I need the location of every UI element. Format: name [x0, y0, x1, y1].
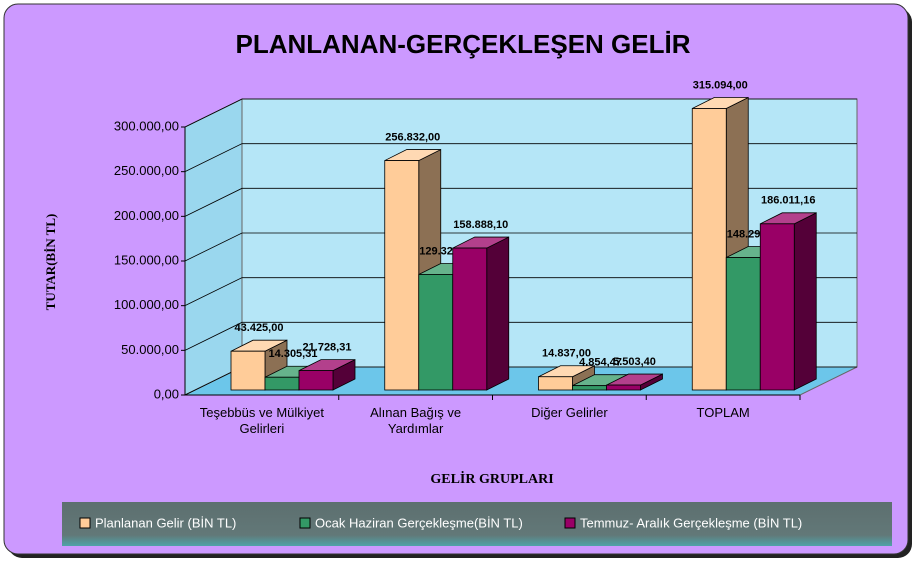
y-tick-label: 150.000,00 — [114, 252, 179, 267]
y-tick-label: 50.000,00 — [121, 342, 179, 357]
bar — [538, 376, 573, 391]
y-tick-label: 0,00 — [154, 386, 179, 401]
bar-side — [486, 236, 510, 391]
grid-line — [184, 187, 857, 217]
y-tick-label: 300.000,00 — [114, 118, 179, 133]
bar — [759, 223, 795, 391]
x-tick-label: Teşebbüs ve Mülkiyet Gelirleri — [199, 405, 325, 436]
legend-box — [62, 502, 892, 546]
y-tick-label: 100.000,00 — [114, 297, 179, 312]
data-label: 4.854,47 — [579, 357, 622, 369]
legend-swatch — [79, 517, 91, 529]
bar — [606, 384, 641, 391]
legend-label: Planlanan Gelir (BİN TL) — [95, 515, 236, 530]
grid-line — [184, 277, 857, 307]
data-label: 43.425,00 — [235, 322, 284, 334]
data-label: 14.837,00 — [542, 348, 591, 360]
bar — [572, 385, 607, 391]
data-label: 14.305,31 — [269, 348, 318, 360]
data-label: 5.503,40 — [613, 356, 656, 368]
legend-swatch — [564, 517, 576, 529]
x-tick-label: Diğer Gelirler — [531, 405, 608, 420]
legend-label: Temmuz- Aralık Gerçekleşme (BİN TL) — [580, 515, 802, 530]
legend-label: Ocak Haziran Gerçekleşme(BİN TL) — [315, 515, 523, 530]
chart-title: PLANLANAN-GERÇEKLEŞEN GELİR — [235, 29, 690, 59]
y-tick-label: 200.000,00 — [114, 208, 179, 223]
data-label: 315.094,00 — [693, 79, 748, 91]
x-tick-label: TOPLAM — [696, 405, 750, 420]
bar — [725, 257, 761, 391]
grid-line — [184, 98, 857, 128]
data-label: 256.832,00 — [385, 131, 440, 143]
grid-line — [184, 321, 857, 351]
bar — [418, 274, 454, 391]
grid-line — [184, 143, 857, 173]
x-tick-label: Alınan Bağış ve Yardımlar — [370, 405, 462, 436]
bar — [452, 247, 488, 391]
bar — [230, 350, 266, 391]
bar — [691, 108, 727, 391]
legend-swatch — [299, 517, 311, 529]
y-axis-title: TUTAR(BİN TL) — [43, 214, 58, 311]
bar — [298, 370, 334, 391]
bar-side — [793, 212, 817, 391]
data-label: 186.011,16 — [761, 195, 815, 207]
data-label: 158.888,10 — [453, 219, 508, 231]
bar — [384, 160, 420, 391]
x-axis-title: GELİR GRUPLARI — [430, 470, 553, 487]
y-tick-label: 250.000,00 — [114, 163, 179, 178]
data-label: 21.728,31 — [303, 341, 352, 353]
grid-line — [184, 232, 857, 262]
bar — [264, 376, 300, 391]
